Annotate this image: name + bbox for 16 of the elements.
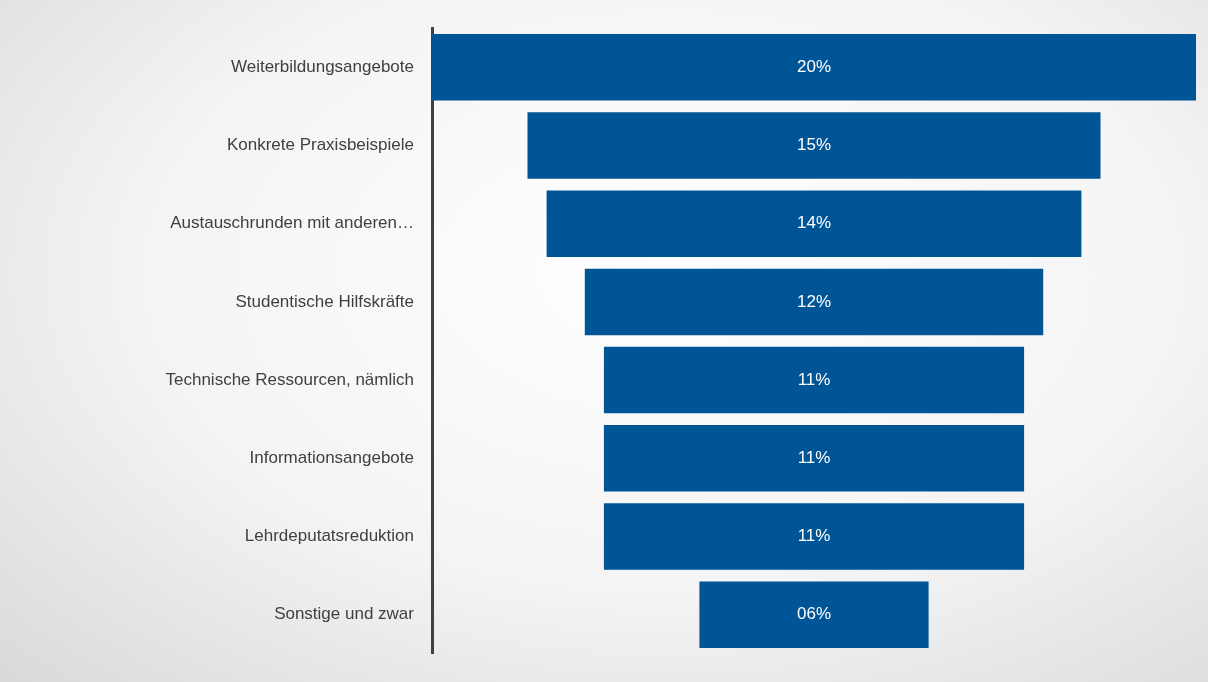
data-label: 11% bbox=[797, 447, 831, 467]
category-label: Sonstige und zwar bbox=[274, 604, 415, 624]
data-label: 15% bbox=[796, 135, 832, 155]
data-label: 12% bbox=[796, 291, 832, 311]
category-label: Lehrdeputatsreduktion bbox=[244, 526, 414, 546]
data-label: 14% bbox=[796, 213, 832, 233]
data-label: 11% bbox=[797, 369, 831, 389]
data-label: 11% bbox=[797, 526, 831, 546]
category-label: Konkrete Praxisbeispiele bbox=[226, 135, 414, 155]
data-label: 06% bbox=[796, 604, 832, 624]
category-label: Informationsangebote bbox=[249, 447, 414, 467]
data-label: 20% bbox=[796, 56, 832, 76]
category-label: Technische Ressourcen, nämlich bbox=[165, 369, 414, 389]
category-label: Weiterbildungsangebote bbox=[230, 56, 414, 76]
category-label: Austauschrunden mit anderen… bbox=[170, 213, 414, 233]
category-label: Studentische Hilfskräfte bbox=[235, 291, 414, 311]
